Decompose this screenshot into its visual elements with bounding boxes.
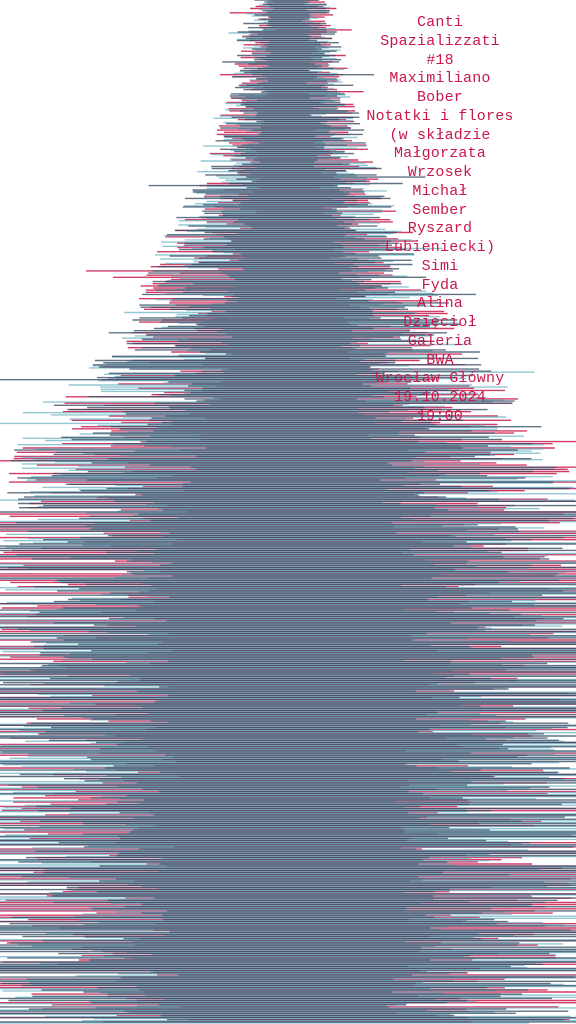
event-text-line: Wrzosek [330,164,550,183]
event-text-line: Simi [330,258,550,277]
event-text-line: (w składzie [330,127,550,146]
event-text-line: Spazializzati [330,33,550,52]
event-text-line: Lubieniecki) [330,239,550,258]
event-text-line: Dzięcioł [330,314,550,333]
event-text-line: Bober [330,89,550,108]
event-text-line: Michał [330,183,550,202]
event-text-line: Galeria [330,333,550,352]
event-text-line: 19:00 [330,408,550,427]
event-text-block: CantiSpazializzati#18MaximilianoBoberNot… [330,14,550,427]
event-text-line: Fyda [330,277,550,296]
event-text-line: Maximiliano [330,70,550,89]
event-text-line: Alina [330,295,550,314]
event-text-line: Sember [330,202,550,221]
event-text-line: 19.10.2024 [330,389,550,408]
event-text-line: Notatki i flores [330,108,550,127]
event-text-line: Ryszard [330,220,550,239]
event-text-line: Wrocław Główny [330,370,550,389]
event-text-line: #18 [330,52,550,71]
event-text-line: Canti [330,14,550,33]
event-text-line: BWA [330,352,550,371]
event-text-line: Małgorzata [330,145,550,164]
poster-root: CantiSpazializzati#18MaximilianoBoberNot… [0,0,576,1024]
